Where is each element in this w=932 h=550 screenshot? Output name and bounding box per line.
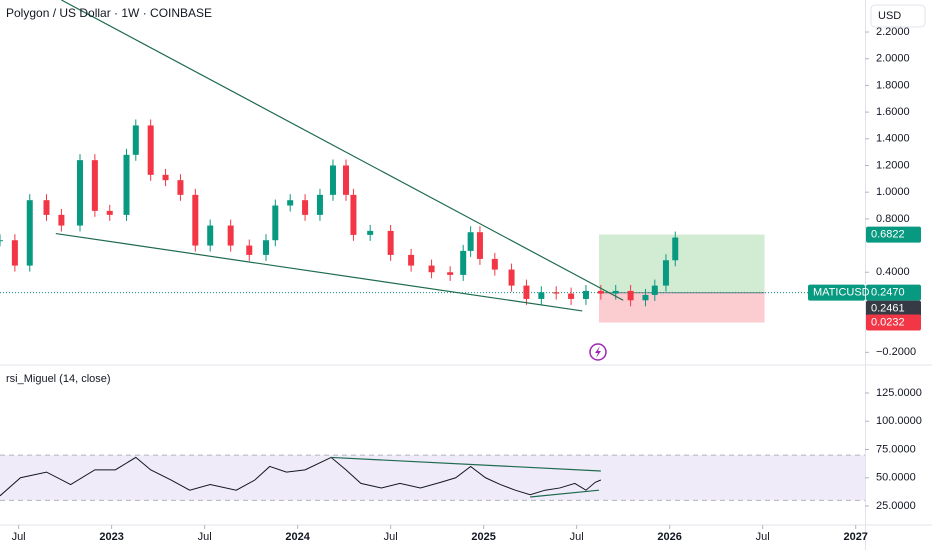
- x-tick-label: Jul: [198, 531, 212, 543]
- candle: [350, 194, 357, 235]
- y-tick-label: 100.0000: [876, 415, 922, 427]
- candle: [162, 174, 169, 181]
- x-tick-label: 2024: [285, 531, 310, 543]
- candle: [106, 210, 113, 215]
- trendline: [55, 232, 583, 312]
- y-tick-label: 75.0000: [876, 443, 916, 455]
- candle: [408, 254, 415, 266]
- candle: [177, 180, 184, 195]
- stop-zone: [598, 292, 765, 323]
- trendline: [530, 489, 600, 498]
- trendline: [331, 456, 601, 472]
- currency-button[interactable]: [870, 4, 926, 28]
- y-tick-label: 1.2000: [876, 159, 910, 171]
- y-tick-label: 2.2000: [876, 26, 910, 38]
- rsi-pane: [0, 454, 865, 501]
- x-tick-label: 2027: [843, 531, 867, 543]
- target-zone: [598, 234, 765, 293]
- candle: [582, 290, 589, 299]
- y-tick-label: 25.0000: [876, 500, 916, 512]
- x-tick-label: 2023: [99, 531, 123, 543]
- candle: [91, 160, 98, 211]
- candle: [58, 214, 65, 226]
- x-tick-label: 2025: [471, 531, 495, 543]
- candle: [642, 294, 649, 301]
- candle: [43, 200, 50, 215]
- y-tick-label: 2.0000: [876, 53, 910, 65]
- candle: [662, 260, 669, 286]
- chart-title: Polygon / US Dollar · 1W · COINBASE: [6, 6, 212, 20]
- candle: [627, 290, 634, 301]
- candle: [302, 200, 309, 215]
- candle: [0, 240, 3, 242]
- price-pane: [0, 0, 865, 323]
- candle: [387, 230, 394, 255]
- candle: [147, 125, 154, 175]
- candle: [612, 290, 619, 294]
- y-tick-label: 1.4000: [876, 133, 910, 145]
- alert-icon[interactable]: [589, 343, 607, 361]
- x-tick-label: Jul: [384, 531, 398, 543]
- candle: [227, 225, 234, 246]
- target-label-box: [866, 226, 921, 243]
- candle: [26, 200, 33, 266]
- y-tick-label: 1.8000: [876, 79, 910, 91]
- candle: [476, 232, 483, 259]
- x-tick-label: Jul: [12, 531, 26, 543]
- x-tick-label: 2026: [657, 531, 681, 543]
- stop-label: 0.0232: [871, 316, 905, 328]
- x-tick-label: Jul: [756, 531, 770, 543]
- candle: [76, 160, 83, 226]
- trendline: [61, 0, 624, 301]
- rsi-line: [0, 456, 602, 497]
- candle: [491, 258, 498, 270]
- candle: [568, 293, 575, 299]
- y-tick-label: 0.8000: [876, 213, 910, 225]
- y-tick-label: 50.0000: [876, 472, 916, 484]
- candle: [538, 292, 545, 299]
- currency[interactable]: USD: [878, 10, 901, 22]
- candle: [467, 232, 474, 251]
- y-tick-label: 125.0000: [876, 387, 922, 399]
- candle: [672, 237, 679, 261]
- candle: [428, 265, 435, 273]
- y-tick-label: 0.4000: [876, 266, 910, 278]
- candle: [523, 285, 530, 299]
- target-label: 0.6822: [871, 228, 905, 240]
- candle: [192, 194, 199, 246]
- x-tick-label: Jul: [570, 531, 584, 543]
- candle: [460, 250, 467, 275]
- y-tick-label: −0.2000: [876, 346, 916, 358]
- candle: [132, 125, 139, 155]
- symbol-label: MATICUSD: [813, 287, 870, 299]
- candle: [367, 230, 374, 235]
- entry-label: 0.2461: [871, 303, 905, 315]
- candle: [553, 292, 560, 294]
- symbol-label-box: [808, 284, 865, 301]
- candle: [508, 269, 515, 286]
- candle: [123, 154, 130, 215]
- candle: [287, 200, 294, 206]
- candle: [343, 165, 349, 195]
- y-tick-label: 1.6000: [876, 106, 910, 118]
- last-price-label: 0.2470: [871, 287, 905, 299]
- candle: [329, 165, 336, 195]
- stop-label-box: [866, 314, 921, 331]
- entry-label-box: [866, 300, 921, 317]
- candle: [447, 272, 454, 275]
- last-price-label-box: [866, 284, 921, 301]
- indicator-title: rsi_Miguel (14, close): [6, 373, 111, 385]
- overlay: 2.2000 2.0000 1.8000 1.6000 1.4000 1.2000 1.00…: [12, 26, 922, 543]
- candle: [597, 290, 604, 294]
- candle: [246, 245, 253, 255]
- y-tick-label: 1.0000: [876, 186, 910, 198]
- candle: [263, 240, 270, 255]
- candle: [272, 205, 279, 241]
- candle: [207, 225, 214, 246]
- candle: [11, 240, 18, 266]
- candle: [651, 285, 658, 295]
- candle: [316, 194, 323, 215]
